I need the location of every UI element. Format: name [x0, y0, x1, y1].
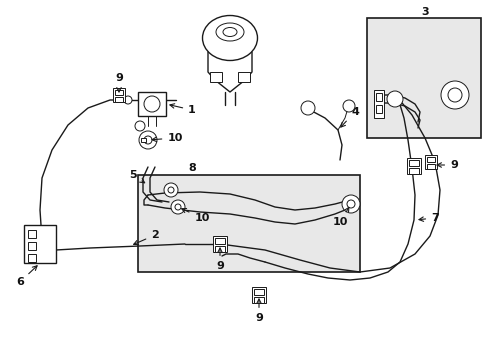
Bar [138, 175, 359, 272]
Bar [115, 97, 123, 102]
Bar [141, 138, 146, 142]
Bar [238, 72, 249, 82]
Bar [251, 287, 265, 303]
Text: 9: 9 [255, 299, 263, 323]
Text: 10: 10 [332, 207, 348, 227]
Bar [28, 254, 36, 262]
Bar [24, 225, 56, 263]
Circle shape [171, 200, 184, 214]
Bar [408, 160, 418, 166]
Bar [215, 238, 224, 244]
Text: 5: 5 [129, 170, 144, 183]
Circle shape [143, 96, 160, 112]
Bar [426, 157, 434, 162]
Circle shape [346, 200, 354, 208]
Bar [373, 90, 383, 118]
Text: 9: 9 [216, 248, 224, 271]
Bar [408, 168, 418, 174]
Circle shape [135, 121, 145, 131]
Bar [253, 289, 264, 295]
Text: 7: 7 [418, 213, 438, 223]
Circle shape [342, 100, 354, 112]
Circle shape [440, 81, 468, 109]
Bar [28, 242, 36, 250]
Bar [115, 90, 123, 95]
Bar [406, 158, 420, 174]
Circle shape [341, 195, 359, 213]
Bar [209, 72, 222, 82]
Bar [375, 93, 381, 101]
Text: 1: 1 [169, 104, 196, 115]
Bar [253, 297, 264, 303]
Circle shape [447, 88, 461, 102]
Circle shape [124, 96, 132, 104]
Circle shape [168, 187, 174, 193]
Text: 4: 4 [340, 107, 358, 127]
Ellipse shape [202, 15, 257, 60]
Bar [426, 164, 434, 169]
Bar [375, 105, 381, 113]
Circle shape [175, 204, 181, 210]
Circle shape [163, 183, 178, 197]
Bar [213, 236, 226, 252]
Text: 8: 8 [188, 163, 196, 173]
Bar [28, 230, 36, 238]
Circle shape [139, 131, 157, 149]
Circle shape [386, 91, 402, 107]
Text: 3: 3 [420, 7, 428, 17]
Circle shape [301, 101, 314, 115]
Bar [113, 88, 125, 102]
Text: 9: 9 [115, 73, 122, 92]
Text: 6: 6 [16, 266, 37, 287]
Text: 9: 9 [436, 160, 457, 170]
Bar [366, 18, 480, 138]
Text: 2: 2 [133, 230, 159, 245]
Ellipse shape [216, 23, 244, 41]
Bar [215, 246, 224, 252]
Circle shape [143, 136, 152, 144]
Text: 10: 10 [181, 208, 209, 223]
Bar [138, 92, 165, 116]
Bar [424, 155, 436, 169]
Ellipse shape [223, 27, 237, 36]
Text: 10: 10 [152, 133, 183, 143]
